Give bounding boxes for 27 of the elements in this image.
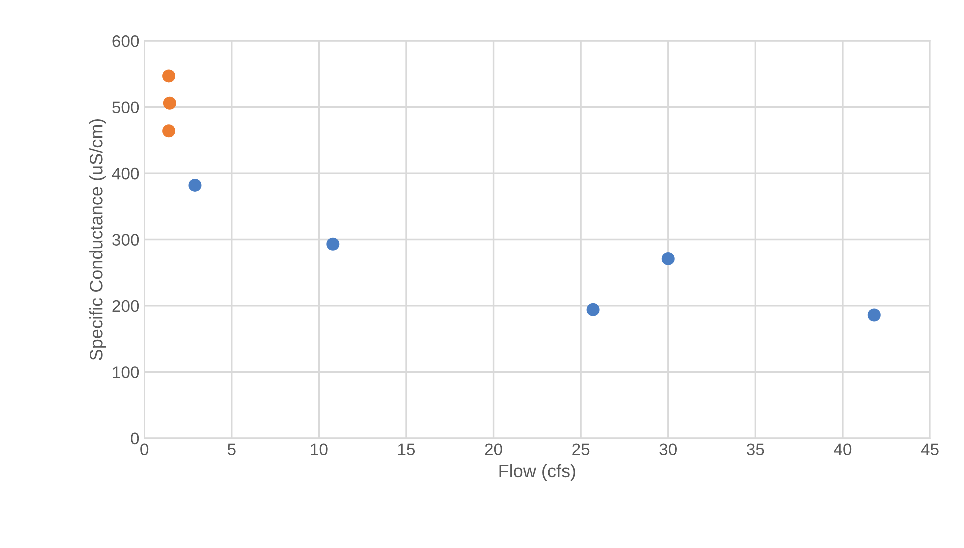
y-tick-label: 100 (113, 366, 140, 378)
y-tick-label: 300 (112, 234, 140, 246)
x-tick-label: 25 (572, 444, 590, 456)
y-axis-title: Specific Conductance (uS/cm) (90, 119, 106, 360)
point (188, 178, 202, 192)
y-tick-label: 500 (112, 102, 140, 114)
x-tick-label: 45 (921, 444, 939, 456)
x-tick-label: 0 (140, 444, 149, 456)
x-tick-label: 15 (398, 444, 416, 456)
x-tick-label: 40 (834, 444, 852, 456)
point (162, 124, 176, 138)
x-tick-label: 20 (485, 444, 502, 456)
point (163, 96, 176, 110)
point (662, 252, 675, 266)
point (586, 303, 600, 316)
point (868, 308, 881, 322)
y-tick-label: 0 (131, 432, 140, 445)
x-tick-label: 30 (660, 444, 677, 456)
x-axis-title: Flow (cfs) (500, 464, 576, 482)
x-tick-label: 35 (747, 444, 764, 456)
x-tick-label: 5 (228, 444, 236, 456)
x-tick-label: 10 (311, 444, 328, 456)
point (326, 238, 340, 251)
point (162, 70, 176, 83)
y-tick-label: 200 (112, 300, 140, 312)
y-tick-label: 400 (112, 168, 140, 180)
y-tick-label: 600 (112, 36, 140, 48)
